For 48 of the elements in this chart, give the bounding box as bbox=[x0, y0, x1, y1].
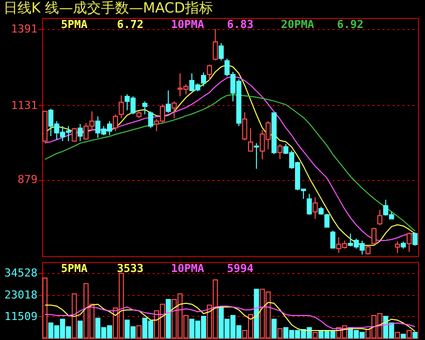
bar bbox=[78, 320, 83, 338]
candlestick bbox=[166, 90, 171, 114]
candlestick bbox=[172, 100, 177, 119]
annotation: 6.92 bbox=[337, 18, 364, 31]
annotation: 3533 bbox=[117, 262, 144, 275]
candlestick bbox=[248, 128, 254, 152]
y-tick-label: 1131 bbox=[11, 98, 38, 112]
chart-title: 日线K 线—成交手数—MACD指标 bbox=[3, 0, 213, 16]
y-tick-label: 11509 bbox=[4, 310, 38, 323]
candlestick bbox=[277, 144, 282, 160]
bar bbox=[412, 332, 418, 338]
candlestick bbox=[206, 64, 212, 81]
bar bbox=[166, 299, 171, 338]
candlestick bbox=[394, 240, 400, 254]
y-tick-label: 23018 bbox=[4, 288, 38, 302]
candlestick bbox=[330, 230, 336, 250]
candlestick bbox=[218, 42, 224, 61]
candlestick bbox=[78, 124, 83, 142]
candlestick bbox=[254, 142, 259, 170]
text: 5PMA bbox=[61, 262, 88, 275]
text: 20PMA bbox=[281, 18, 314, 31]
candlestick bbox=[142, 100, 148, 115]
y-tick-label: 879 bbox=[18, 173, 38, 186]
text: 10PMA bbox=[171, 18, 204, 31]
candlestick bbox=[148, 110, 154, 129]
candlestick bbox=[371, 227, 376, 245]
annotation: 6.72 bbox=[117, 18, 144, 31]
bar bbox=[272, 318, 277, 338]
candlestick bbox=[324, 213, 330, 228]
y-tick-label: 34528 bbox=[4, 266, 38, 280]
candlestick bbox=[377, 209, 382, 226]
candlestick bbox=[412, 232, 418, 246]
candlestick bbox=[201, 72, 206, 87]
text: 10PMA bbox=[171, 262, 204, 275]
y-tick-label: 1391 bbox=[11, 22, 38, 36]
candlestick bbox=[72, 127, 77, 142]
annotation: 5994 bbox=[227, 262, 254, 275]
candlestick bbox=[212, 28, 218, 61]
candlestick bbox=[118, 94, 124, 119]
bar bbox=[400, 334, 406, 338]
candlestick bbox=[242, 112, 248, 141]
candlestick bbox=[112, 114, 118, 132]
candlestick bbox=[312, 196, 318, 220]
bar bbox=[254, 288, 259, 338]
text: 5PMA bbox=[61, 18, 88, 31]
annotation: 6.83 bbox=[227, 18, 254, 31]
candlestick bbox=[306, 193, 312, 216]
candlestick bbox=[406, 232, 412, 252]
